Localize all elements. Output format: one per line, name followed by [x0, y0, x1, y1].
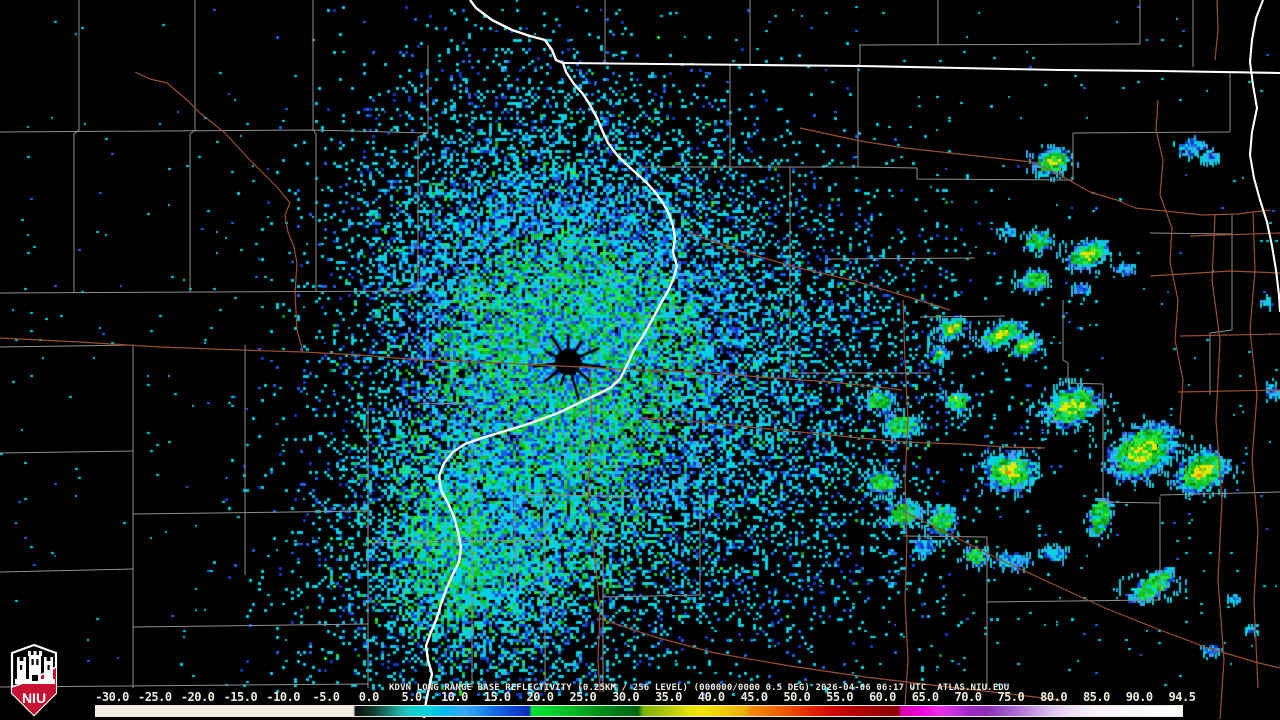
road-line	[904, 511, 1280, 669]
county-line	[919, 315, 1006, 318]
scale-label: 55.0	[826, 690, 854, 704]
scale-label: 25.0	[569, 690, 597, 704]
county-line	[417, 402, 473, 405]
county-line	[73, 0, 80, 292]
county-line	[640, 166, 1074, 181]
road-line	[1189, 232, 1280, 237]
county-line	[1209, 215, 1233, 395]
castle-windows	[20, 659, 50, 681]
river-state-line	[422, 0, 679, 719]
scale-label: 65.0	[911, 690, 939, 704]
road-line	[0, 337, 903, 391]
scale-label: -5.0	[312, 690, 340, 704]
county-line	[312, 0, 317, 292]
road-line	[597, 617, 1061, 701]
scale-label: 75.0	[997, 690, 1025, 704]
road-line	[1177, 389, 1280, 393]
scale-label: 50.0	[783, 690, 811, 704]
scale-label: 0.0	[358, 690, 380, 704]
road-line	[134, 71, 304, 353]
scale-label: 5.0	[401, 690, 423, 704]
scale-label: -15.0	[223, 690, 258, 704]
road-line	[799, 127, 1271, 216]
county-line	[367, 539, 546, 544]
road-line	[1155, 99, 1184, 426]
county-line	[1062, 300, 1069, 383]
county-line	[1102, 501, 1161, 504]
county-line	[1159, 491, 1280, 496]
scale-label: 80.0	[1040, 690, 1068, 704]
road-line	[1179, 333, 1280, 337]
county-line	[986, 599, 1161, 603]
scale-label: 94.5	[1168, 690, 1196, 704]
county-line	[826, 257, 976, 260]
county-line	[0, 129, 429, 134]
product-title: KDVN LONG RANGE BASE REFLECTIVITY (0.25K…	[389, 683, 1010, 693]
county-line	[902, 535, 988, 538]
county-line	[602, 594, 701, 598]
scale-label: -20.0	[180, 690, 215, 704]
scale-label: -30.0	[95, 690, 129, 704]
county-line	[0, 450, 134, 454]
scale-label: 30.0	[612, 690, 640, 704]
road-line	[902, 299, 909, 707]
county-line	[132, 623, 369, 628]
county-line	[0, 290, 419, 294]
county-line	[417, 45, 429, 292]
scale-label: -10.0	[266, 690, 300, 704]
road-line	[1214, 0, 1219, 61]
county-line	[189, 0, 196, 292]
county-line	[0, 568, 134, 573]
road-line	[1149, 270, 1280, 277]
state-border-line	[562, 61, 1280, 75]
road-line	[1249, 211, 1259, 689]
scale-label: 20.0	[526, 690, 554, 704]
niu-logo: NIU	[10, 643, 58, 717]
scale-label: -25.0	[137, 690, 172, 704]
scale-label: 70.0	[954, 690, 982, 704]
scale-label: 40.0	[697, 690, 725, 704]
scale-label: 15.0	[483, 690, 511, 704]
county-line	[1072, 131, 1231, 134]
lake-shore-line	[1248, 0, 1280, 313]
road-line	[587, 369, 601, 693]
county-line	[514, 493, 641, 498]
county-line	[132, 510, 369, 515]
road-line	[687, 231, 951, 311]
reflectivity-colorbar	[95, 705, 1183, 717]
scale-label: 60.0	[868, 690, 896, 704]
county-line	[0, 344, 134, 348]
county-line	[1149, 232, 1233, 235]
county-line	[0, 683, 369, 688]
scale-label: 85.0	[1082, 690, 1110, 704]
county-line	[1067, 382, 1104, 385]
road-line	[1211, 214, 1225, 720]
road-line	[639, 417, 1046, 449]
niu-logo-text: NIU	[22, 690, 46, 706]
scale-label: 45.0	[740, 690, 768, 704]
county-line	[859, 43, 1141, 46]
scale-label: 10.0	[440, 690, 468, 704]
scale-label: 35.0	[654, 690, 682, 704]
scale-label: 90.0	[1125, 690, 1153, 704]
